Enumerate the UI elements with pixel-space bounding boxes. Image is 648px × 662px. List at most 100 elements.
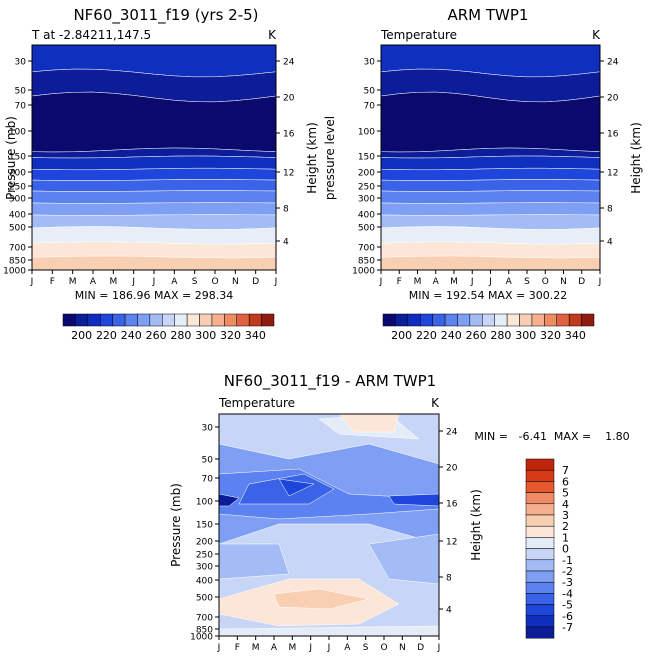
contour-band xyxy=(31,241,277,259)
contour-band xyxy=(380,255,601,271)
y-tick-label: 700 xyxy=(358,244,375,254)
y-tick-label: 400 xyxy=(9,211,26,221)
panel-diff-ylabel: Pressure (mb) xyxy=(169,483,183,567)
panel-obs-ylabel: pressure level xyxy=(323,116,337,200)
y-tick-label: 50 xyxy=(364,87,376,97)
colorbar-swatch xyxy=(87,313,101,327)
contour-band xyxy=(31,255,277,271)
y-tick-label: 250 xyxy=(358,183,375,193)
colorbar-swatch xyxy=(519,313,533,327)
colorbar-label: 3 xyxy=(562,509,569,522)
x-tick-label: A xyxy=(171,277,178,287)
colorbar-label: 200 xyxy=(71,329,92,342)
height-tick-label: 4 xyxy=(283,238,289,248)
contour-band xyxy=(31,167,277,181)
contour-band xyxy=(218,543,290,580)
colorbar-swatch xyxy=(261,313,275,327)
y-tick-label: 850 xyxy=(9,257,26,267)
x-tick-label: M xyxy=(414,277,422,287)
panel-obs-axes: J F M A M J J A S O N D J305070100150200250300400500… xyxy=(352,58,619,288)
y-tick-label: 700 xyxy=(196,614,213,624)
y-tick-label: 30 xyxy=(202,424,214,434)
panel-model-contours xyxy=(31,44,277,271)
colorbar-label: 240 xyxy=(441,329,462,342)
height-tick-label: 20 xyxy=(446,464,458,474)
y-tick-label: 70 xyxy=(15,102,27,112)
colorbar-swatch xyxy=(525,525,555,538)
colorbar-swatch xyxy=(525,559,555,572)
colorbar-label: -5 xyxy=(562,599,573,612)
colorbar-label: -3 xyxy=(562,576,573,589)
colorbar-swatch xyxy=(211,313,225,327)
colorbar-swatch xyxy=(186,313,200,327)
colorbar-swatch xyxy=(124,313,138,327)
colorbar-swatch xyxy=(419,313,433,327)
y-tick-label: 50 xyxy=(15,87,27,97)
colorbar-label: 320 xyxy=(220,329,241,342)
x-tick-label: J xyxy=(308,643,312,653)
panel-diff-minmax: MIN = -6.41 MAX = 1.80 xyxy=(474,430,629,443)
colorbar-swatch xyxy=(525,514,555,527)
contour-band xyxy=(278,478,315,497)
colorbar-label: 220 xyxy=(96,329,117,342)
height-tick-label: 16 xyxy=(607,130,619,140)
colorbar-swatch xyxy=(525,593,555,605)
x-tick-label: S xyxy=(363,643,369,653)
panel-diff-axes: J F M A M J J A S O N D J305070100150200250300400500… xyxy=(190,424,458,654)
contour-band xyxy=(31,179,277,192)
x-tick-label: D xyxy=(417,643,424,653)
x-tick-label: J xyxy=(217,643,221,653)
colorbar-swatch xyxy=(99,313,113,327)
colorbar-swatch xyxy=(444,313,458,327)
height-tick-label: 8 xyxy=(607,205,613,215)
panel-obs-ylabel-right: Height (km) xyxy=(629,122,643,193)
contour-band xyxy=(31,91,277,153)
x-tick-label: M xyxy=(252,643,260,653)
colorbar-swatch xyxy=(531,313,545,327)
y-tick-label: 300 xyxy=(358,195,375,205)
colorbar-label: 220 xyxy=(416,329,437,342)
x-tick-label: O xyxy=(211,277,218,287)
colorbar-label: 340 xyxy=(565,329,586,342)
colorbar-label: 5 xyxy=(562,487,569,500)
contour-band xyxy=(380,241,601,259)
y-tick-label: 250 xyxy=(9,183,26,193)
colorbar-swatch xyxy=(525,537,555,549)
x-tick-label: J xyxy=(470,277,474,287)
panel-model-axes: J F M A M J J A S O N D J 30 50 70 100 150 200 250 300 400 500… xyxy=(3,58,295,288)
colorbar-label: 2 xyxy=(562,520,569,533)
height-tick-label: 24 xyxy=(283,58,295,68)
height-tick-label: 16 xyxy=(283,130,295,140)
colorbar-label: 260 xyxy=(146,329,167,342)
panel-model-title: NF60_3011_f19 (yrs 2-5) xyxy=(73,6,258,25)
y-tick-label: 300 xyxy=(9,195,26,205)
height-tick-label: 12 xyxy=(446,538,457,548)
y-tick-label: 1000 xyxy=(190,633,213,643)
x-tick-label: A xyxy=(506,277,513,287)
panel-obs-subtitle: Temperature xyxy=(380,28,457,42)
colorbar-label: 280 xyxy=(170,329,191,342)
panel-obs-contours xyxy=(380,44,601,271)
x-tick-label: F xyxy=(235,643,240,653)
colorbar-swatch xyxy=(581,313,595,327)
colorbar-label: 4 xyxy=(562,498,569,511)
y-tick-label: 100 xyxy=(9,128,26,138)
panel-model: NF60_3011_f19 (yrs 2-5) T at -2.84211,14… xyxy=(3,6,319,342)
colorbar-swatch xyxy=(525,615,555,628)
height-tick-label: 8 xyxy=(446,574,452,584)
colorbar-label: -4 xyxy=(562,587,573,600)
height-tick-label: 12 xyxy=(283,169,294,179)
colorbar-label: 240 xyxy=(121,329,142,342)
y-tick-label: 300 xyxy=(196,563,213,573)
y-tick-label: 150 xyxy=(196,521,213,531)
y-tick-label: 250 xyxy=(196,551,213,561)
x-tick-label: S xyxy=(192,277,198,287)
colorbar-label: -1 xyxy=(562,554,573,567)
y-tick-label: 700 xyxy=(9,244,26,254)
colorbar-label: 0 xyxy=(562,543,569,556)
height-tick-label: 8 xyxy=(283,205,289,215)
colorbar-swatch xyxy=(162,313,175,327)
colorbar-swatch xyxy=(525,581,555,594)
colorbar-swatch xyxy=(62,313,76,327)
